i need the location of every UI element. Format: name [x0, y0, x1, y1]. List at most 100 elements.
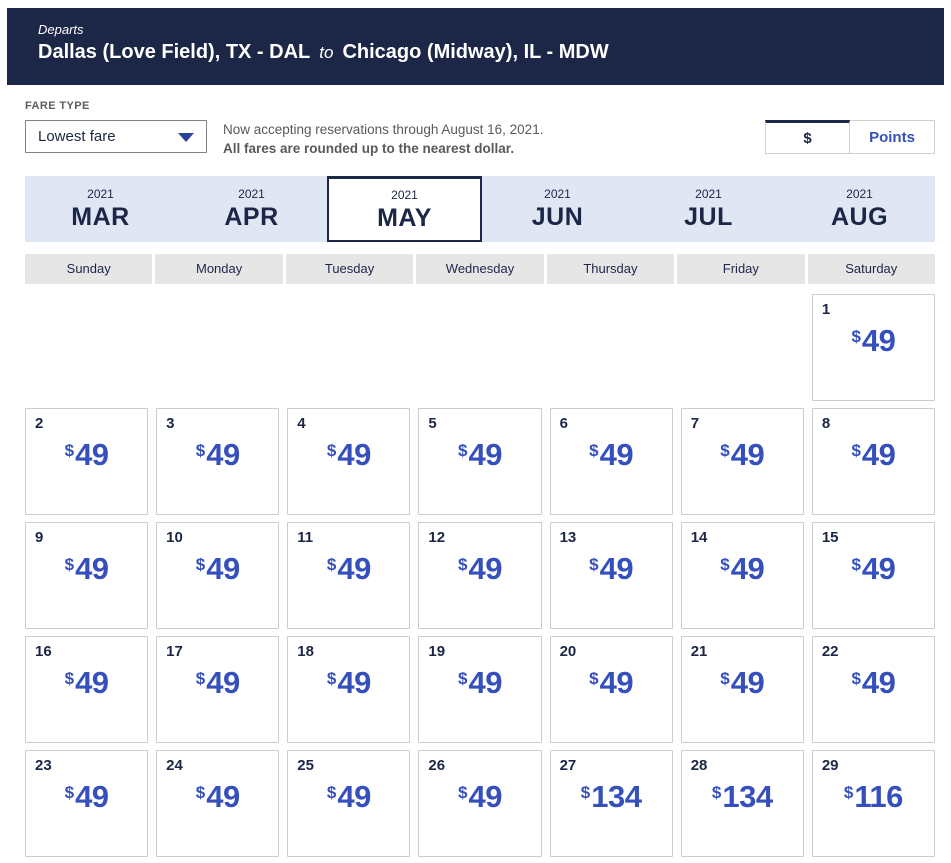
fare-amount: 49: [861, 664, 896, 700]
fare-amount: 49: [730, 550, 765, 586]
day-number: 22: [821, 642, 839, 660]
dollar-sign: $: [720, 668, 730, 688]
dollar-sign: $: [458, 782, 468, 802]
day-number: 21: [690, 642, 708, 660]
day-cell-18[interactable]: 18 $49: [287, 635, 411, 743]
day-number: 25: [297, 756, 314, 774]
dollar-sign: $: [720, 554, 730, 574]
day-cell-23[interactable]: 23 $49: [25, 749, 149, 857]
points-toggle-button[interactable]: Points: [850, 120, 935, 154]
fare-amount: 49: [337, 436, 371, 472]
day-cell-9[interactable]: 9 $49: [25, 521, 149, 629]
day-number: 13: [559, 528, 577, 546]
day-cell-16[interactable]: 16 $49: [25, 635, 149, 743]
dollar-sign: $: [195, 554, 206, 574]
day-cell-5[interactable]: 5 $49: [418, 407, 542, 515]
day-cell-8[interactable]: 8 $49: [811, 407, 935, 515]
month-tab-may[interactable]: 2021 MAY: [327, 175, 482, 242]
month-tab-mar[interactable]: 2021 MAR: [25, 176, 176, 242]
day-number: 16: [35, 642, 52, 660]
day-cell-3[interactable]: 3 $49: [156, 407, 280, 515]
fare-type-dropdown[interactable]: Lowest fare: [25, 120, 207, 153]
day-number: 10: [166, 528, 183, 546]
dollar-sign: $: [458, 554, 468, 574]
month-tab-jun[interactable]: 2021 JUN: [482, 176, 633, 242]
dollar-sign: $: [326, 668, 337, 688]
day-cell-1[interactable]: 1 $49: [811, 293, 935, 401]
day-cell-25[interactable]: 25 $49: [287, 749, 411, 857]
month-tab-aug[interactable]: 2021 AUG: [784, 176, 935, 242]
fare-price: $49: [822, 551, 925, 587]
fare-price: $49: [35, 551, 138, 587]
day-cell-29[interactable]: 29 $116: [811, 749, 935, 857]
fare-price: $49: [691, 665, 794, 701]
day-number: 24: [166, 756, 183, 774]
day-cell-28[interactable]: 28 $134: [680, 749, 804, 857]
day-cell-22[interactable]: 22 $49: [811, 635, 935, 743]
dollar-sign: $: [589, 554, 599, 574]
day-cell-12[interactable]: 12 $49: [418, 521, 542, 629]
day-cell-6[interactable]: 6 $49: [549, 407, 673, 515]
day-cell-13[interactable]: 13 $49: [549, 521, 673, 629]
month-tab-label: JUL: [684, 203, 733, 232]
fare-amount: 49: [206, 550, 240, 586]
day-cell-15[interactable]: 15 $49: [811, 521, 935, 629]
month-tabs: 2021 MAR 2021 APR 2021 MAY 2021 JUN 2021 JUL 2021 A…: [25, 175, 935, 242]
day-number: 12: [428, 528, 446, 546]
fare-amount: 49: [599, 664, 634, 700]
month-tab-year: 2021: [846, 187, 873, 202]
day-number: 28: [690, 756, 708, 774]
fare-amount: 49: [468, 778, 502, 814]
day-cell-11[interactable]: 11 $49: [287, 521, 411, 629]
weekday-header-friday: Friday: [677, 253, 805, 284]
dollar-sign: $: [843, 782, 854, 802]
weekday-header-wednesday: Wednesday: [416, 253, 544, 284]
day-cell-19[interactable]: 19 $49: [418, 635, 542, 743]
dollar-sign: $: [589, 668, 599, 688]
destination-airport: Chicago (Midway), IL - MDW: [342, 41, 609, 63]
reservation-notice-line2: All fares are rounded up to the nearest …: [223, 140, 515, 156]
day-cell-21[interactable]: 21 $49: [680, 635, 804, 743]
fare-price: $49: [428, 779, 531, 815]
weekday-header-sunday: Sunday: [25, 253, 153, 284]
day-cell-27[interactable]: 27 $134: [549, 749, 673, 857]
calendar-grid: 1 $49 2 $49 3 $49 4 $49 5 $49 6 $49 7 $49 8 $49 9 $49 10 $4…: [25, 293, 935, 857]
dollar-sign: $: [851, 554, 861, 574]
fare-amount: 49: [468, 664, 502, 700]
month-tab-jul[interactable]: 2021 JUL: [633, 176, 784, 242]
day-cell-7[interactable]: 7 $49: [680, 407, 804, 515]
dollar-toggle-button[interactable]: $: [765, 120, 850, 154]
fare-price: $49: [428, 665, 531, 701]
day-cell-14[interactable]: 14 $49: [680, 521, 804, 629]
day-cell-20[interactable]: 20 $49: [549, 635, 673, 743]
fare-amount: 134: [591, 778, 642, 814]
empty-day-cell: [681, 294, 804, 401]
day-number: 9: [35, 528, 44, 546]
fare-price: $49: [35, 665, 138, 701]
month-tab-label: MAR: [71, 203, 130, 232]
day-cell-2[interactable]: 2 $49: [25, 407, 149, 515]
day-cell-4[interactable]: 4 $49: [287, 407, 411, 515]
fare-price: $49: [822, 323, 925, 359]
fare-amount: 49: [861, 550, 896, 586]
day-cell-26[interactable]: 26 $49: [418, 749, 542, 857]
month-tab-year: 2021: [238, 187, 265, 202]
fare-amount: 49: [730, 436, 765, 472]
day-cell-24[interactable]: 24 $49: [156, 749, 280, 857]
day-cell-17[interactable]: 17 $49: [156, 635, 280, 743]
fare-amount: 49: [861, 322, 896, 358]
fare-price: $49: [428, 551, 531, 587]
fare-price: $49: [428, 437, 531, 473]
day-number: 18: [297, 642, 314, 660]
dollar-sign: $: [326, 782, 337, 802]
day-number: 3: [166, 414, 175, 432]
chevron-down-icon: [178, 133, 194, 142]
day-number: 7: [690, 414, 700, 432]
dollar-sign: $: [64, 782, 75, 802]
dollar-sign: $: [64, 440, 75, 460]
day-number: 1: [821, 300, 831, 318]
day-cell-10[interactable]: 10 $49: [156, 521, 280, 629]
dollar-sign: $: [711, 782, 722, 802]
month-tab-apr[interactable]: 2021 APR: [176, 176, 327, 242]
month-tab-year: 2021: [87, 187, 114, 202]
